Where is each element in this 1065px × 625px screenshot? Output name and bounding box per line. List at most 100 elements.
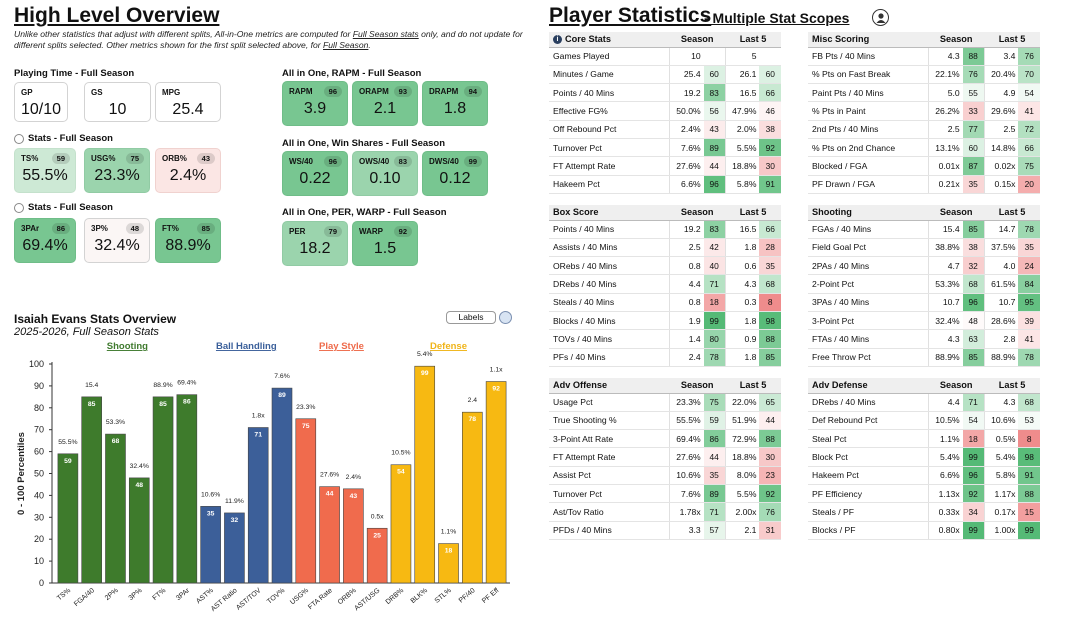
stat-name: FGAs / 40 Mins xyxy=(808,220,929,239)
radio-icon[interactable] xyxy=(14,202,24,213)
season-value: 10 xyxy=(668,47,704,66)
table-row: Turnover Pct 7.6% 89 5.5% 92 xyxy=(549,484,781,504)
playing-time-label: Playing Time - Full Season xyxy=(14,68,135,79)
table-row: Paint Pts / 40 Mins 5.0 55 4.9 54 xyxy=(808,83,1040,103)
radio-icon[interactable] xyxy=(14,133,24,144)
percentile-cell: 68 xyxy=(962,274,985,294)
card-value: 10/10 xyxy=(21,101,62,118)
stats-full-season-toggle-1[interactable]: Stats - Full Season xyxy=(14,133,113,144)
card-label: OWS/40 xyxy=(359,157,390,166)
stat-name: Def Rebound Pct xyxy=(808,411,929,431)
percentile-cell: 71 xyxy=(703,502,726,522)
table-row: Points / 40 Mins 19.2 83 16.5 66 xyxy=(549,83,781,103)
percentile-cell: 80 xyxy=(703,329,726,349)
table-row: Off Rebound Pct 2.4% 43 2.0% 38 xyxy=(549,120,781,139)
note-link-full-season-stats[interactable]: Full Season stats xyxy=(352,29,419,39)
last5-value: 3.4 xyxy=(983,47,1019,66)
percentile-badge: 93 xyxy=(393,86,412,97)
percentile-cell: 72 xyxy=(1018,120,1040,139)
stat-name: 3-Point Pct xyxy=(808,311,929,331)
last5-value: 47.9% xyxy=(724,101,760,121)
percentile-cell: 91 xyxy=(759,175,781,194)
table-row: Assists / 40 Mins 2.5 42 1.8 28 xyxy=(549,238,781,258)
bar-value-label: 32 xyxy=(231,517,239,524)
y-tick-label: 30 xyxy=(34,512,44,522)
percentile-cell: 78 xyxy=(1018,220,1040,239)
stat-name: Hakeem Pct xyxy=(808,466,929,485)
card-label: TS% xyxy=(21,154,39,163)
season-value: 0.8 xyxy=(668,256,704,276)
percentile-cell: 66 xyxy=(1018,138,1040,158)
season-value: 0.33x xyxy=(927,502,963,522)
stat-card-gs: GS 10 xyxy=(84,82,151,122)
user-icon[interactable] xyxy=(872,9,889,26)
stat-name: FB Pts / 40 Mins xyxy=(808,47,929,66)
table-title-text: Core Stats xyxy=(565,34,611,45)
season-value: 69.4% xyxy=(668,429,704,449)
last5-value: 0.5% xyxy=(983,429,1019,449)
percentile-cell: 53 xyxy=(1018,411,1040,431)
overview-title: High Level Overview xyxy=(14,4,220,27)
labels-button[interactable]: Labels xyxy=(446,311,496,324)
last5-value: 2.8 xyxy=(983,329,1019,349)
y-tick-label: 10 xyxy=(34,556,44,566)
season-value: 23.3% xyxy=(668,393,704,412)
card-label: GS xyxy=(91,88,103,97)
stat-name: DRebs / 40 Mins xyxy=(808,393,929,412)
x-tick-label: FTA Rate xyxy=(307,587,334,611)
card-value: 0.22 xyxy=(299,170,331,187)
stat-name: 3PAs / 40 Mins xyxy=(808,293,929,312)
percentile-badge: 83 xyxy=(393,156,412,167)
percentile-cell: 86 xyxy=(703,429,726,449)
card-label: ORB% xyxy=(162,154,187,163)
bar-blk- xyxy=(414,365,436,584)
season-value: 2.4 xyxy=(668,348,704,367)
percentile-cell: 35 xyxy=(1018,238,1040,258)
note-link-full-season[interactable]: Full Season xyxy=(323,40,369,50)
percentile-cell: 88 xyxy=(1018,484,1040,504)
card-label: 3P% xyxy=(91,224,108,233)
stat-table-adv-offense: Adv Offense Season Last 5 Usage Pct 23.3% 75 2… xyxy=(549,378,781,540)
table-row: PFDs / 40 Mins 3.3 57 2.1 31 xyxy=(549,521,781,540)
bar-stat-label: 69.4% xyxy=(177,380,196,387)
card-value: 3.9 xyxy=(303,100,327,117)
percentile-badge: 96 xyxy=(323,86,342,97)
info-icon[interactable]: i xyxy=(553,35,562,45)
y-axis-label: 0 - 100 Percentiles xyxy=(16,432,27,515)
season-header: Season xyxy=(669,205,726,221)
note-text-1: Unlike other statistics that adjust with… xyxy=(14,29,353,39)
last5-header: Last 5 xyxy=(984,378,1040,394)
percentile-cell: 98 xyxy=(1018,447,1040,467)
x-tick-label: 3P% xyxy=(128,587,144,602)
percentile-cell: 20 xyxy=(1018,175,1040,194)
table-row: Usage Pct 23.3% 75 22.0% 65 xyxy=(549,393,781,412)
y-tick-label: 90 xyxy=(34,381,44,391)
percentile-cell: 33 xyxy=(962,101,985,121)
percentile-cell: 75 xyxy=(1018,156,1040,176)
season-value: 53.3% xyxy=(927,274,963,294)
table-row: Steals / PF 0.33x 34 0.17x 15 xyxy=(808,502,1040,522)
percentile-cell: 35 xyxy=(703,466,726,485)
percentile-cell: 48 xyxy=(962,311,985,331)
last5-value: 18.8% xyxy=(724,447,760,467)
season-value: 10.5% xyxy=(927,411,963,431)
last5-value: 29.6% xyxy=(983,101,1019,121)
table-row: Steals / 40 Mins 0.8 18 0.3 8 xyxy=(549,293,781,312)
table-row: Hakeem Pct 6.6% 96 5.8% 91 xyxy=(549,175,781,194)
percentile-cell: 92 xyxy=(962,484,985,504)
table-row: Free Throw Pct 88.9% 85 88.9% 78 xyxy=(808,348,1040,367)
bar-stat-label: 27.6% xyxy=(320,472,339,479)
stats-full-season-toggle-2[interactable]: Stats - Full Season xyxy=(14,202,113,213)
season-value: 1.1% xyxy=(927,429,963,449)
player-stats-title: Player Statistics xyxy=(549,4,711,28)
season-header: Season xyxy=(669,378,726,394)
labels-toggle[interactable] xyxy=(499,311,512,324)
season-value: 10.6% xyxy=(668,466,704,485)
season-value: 55.5% xyxy=(668,411,704,431)
last5-value: 51.9% xyxy=(724,411,760,431)
season-value: 4.4 xyxy=(927,393,963,412)
stat-name: Assist Pct xyxy=(549,466,670,485)
percentile-cell: 89 xyxy=(703,138,726,158)
percentile-badge: 94 xyxy=(463,86,482,97)
stats-label: Stats - Full Season xyxy=(28,133,113,144)
